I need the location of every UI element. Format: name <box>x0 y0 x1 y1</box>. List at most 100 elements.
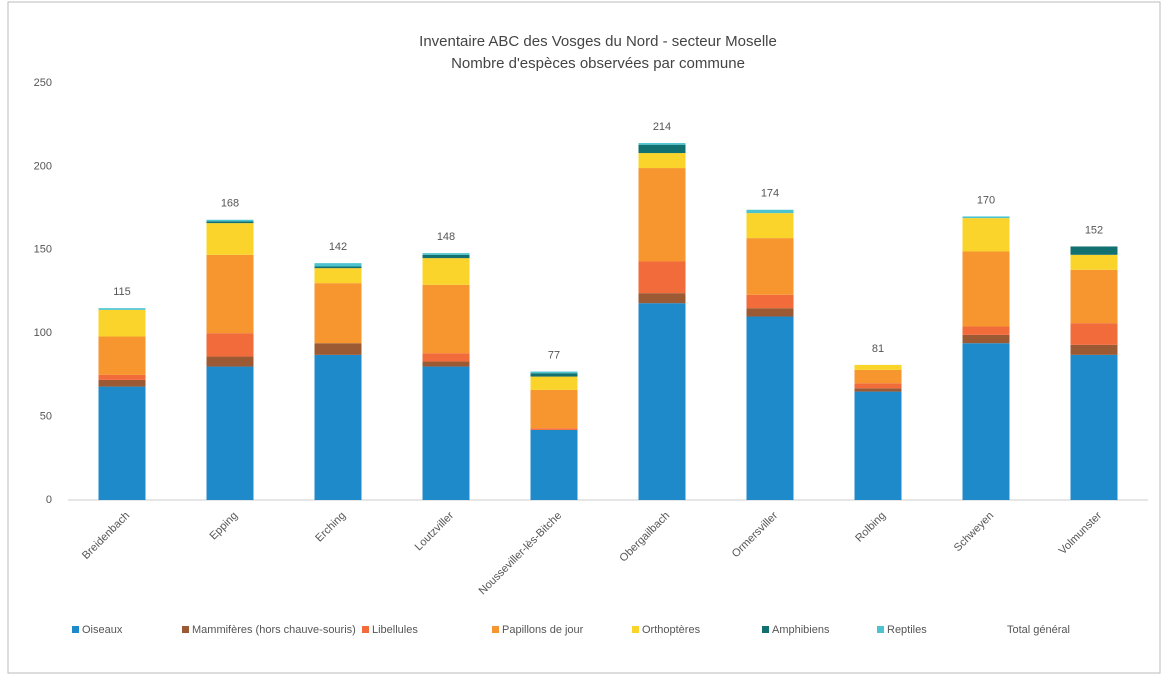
x-tick-label: Rolbing <box>853 510 888 545</box>
legend-label: Mammifères (hors chauve-souris) <box>192 624 356 636</box>
bar-segment <box>746 209 794 214</box>
bar-segment <box>98 309 146 337</box>
bar-segment <box>98 386 146 500</box>
bar-segment <box>962 216 1010 219</box>
legend-label: Total général <box>1007 624 1070 636</box>
bar-segment <box>206 223 254 255</box>
bar-segment <box>206 366 254 500</box>
x-tick-label: Loutzviller <box>413 509 457 553</box>
total-label: 142 <box>329 241 347 253</box>
bar-segment <box>638 261 686 294</box>
bar-segment <box>422 253 470 255</box>
bar-segment <box>1070 354 1118 500</box>
bar-segment <box>854 383 902 389</box>
bar-segment <box>638 168 686 262</box>
legend-label: Amphibiens <box>772 624 830 636</box>
bar-segment <box>422 284 470 354</box>
x-tick-label: Epping <box>207 510 240 543</box>
bar-segment <box>422 361 470 367</box>
bar-segment <box>962 334 1010 344</box>
bar-segment <box>422 254 470 259</box>
bar-segment <box>1070 269 1118 324</box>
bar-segment <box>530 428 578 430</box>
bar-segment <box>638 303 686 500</box>
bar-segment <box>530 376 578 390</box>
x-tick-label: Nousseviller-lès-Bitche <box>477 510 565 598</box>
x-tick-label: Erching <box>313 510 348 545</box>
bar-segment <box>1070 254 1118 270</box>
total-label: 170 <box>977 194 995 206</box>
x-tick-label: Ormersviller <box>730 509 781 560</box>
bar-segment <box>314 343 362 355</box>
legend-swatch <box>492 626 499 633</box>
legend-swatch <box>362 626 369 633</box>
total-label: 81 <box>872 343 884 355</box>
legend-swatch <box>632 626 639 633</box>
bar-segment <box>422 353 470 362</box>
bar-segment <box>962 251 1010 327</box>
bar-segment <box>854 364 902 370</box>
bar-segment <box>1070 344 1118 355</box>
bar-segment <box>746 238 794 295</box>
legend-swatch <box>877 626 884 633</box>
bar-segment <box>314 354 362 500</box>
legend-swatch <box>72 626 79 633</box>
bar-segment <box>530 373 578 377</box>
bar-segment <box>314 266 362 269</box>
bar-segment <box>314 283 362 344</box>
bar-segment <box>746 213 794 239</box>
total-label: 168 <box>221 198 239 210</box>
chart-subtitle: Nombre d'espèces observées par commune <box>451 55 745 72</box>
legend-label: Papillons de jour <box>502 624 584 636</box>
y-tick-label: 50 <box>40 411 52 423</box>
total-label: 174 <box>761 188 779 200</box>
bar-segment <box>1070 323 1118 345</box>
bar-segment <box>746 308 794 317</box>
x-tick-label: Obergailbach <box>617 510 672 565</box>
bar-segment <box>206 333 254 357</box>
total-label: 115 <box>113 286 131 298</box>
bar-segment <box>98 379 146 387</box>
x-tick-label: Volmunster <box>1057 509 1105 557</box>
y-tick-label: 100 <box>34 327 52 339</box>
bar-segment <box>206 219 254 222</box>
total-label: 214 <box>653 121 671 133</box>
bar-segment <box>314 263 362 267</box>
legend-label: Orthoptères <box>642 624 701 636</box>
y-tick-label: 200 <box>34 160 52 172</box>
bar-segment <box>206 254 254 334</box>
total-label: 148 <box>437 231 455 243</box>
bar-segment <box>746 316 794 500</box>
chart-title: Inventaire ABC des Vosges du Nord - sect… <box>419 33 777 50</box>
bar-segment <box>638 153 686 169</box>
bar-segment <box>422 258 470 285</box>
legend-swatch <box>762 626 769 633</box>
bar-segment <box>206 221 254 224</box>
bar-segment <box>98 308 146 310</box>
bar-segment <box>530 429 578 500</box>
bar-segment <box>962 326 1010 335</box>
bar-segment <box>746 294 794 309</box>
bar-segment <box>422 366 470 500</box>
legend-label: Oiseaux <box>82 624 123 636</box>
bar-segment <box>962 218 1010 252</box>
y-tick-label: 0 <box>46 494 52 506</box>
frame <box>7 1 1161 674</box>
legend-label: Libellules <box>372 624 418 636</box>
total-label: 77 <box>548 349 560 361</box>
bar-segment <box>206 356 254 367</box>
bar-segment <box>98 336 146 375</box>
bar-segment <box>854 391 902 500</box>
x-tick-label: Schweyen <box>952 510 996 554</box>
bar-segment <box>98 374 146 380</box>
y-tick-label: 150 <box>34 244 52 256</box>
bar-segment <box>962 343 1010 500</box>
x-tick-label: Breidenbach <box>80 510 132 562</box>
bar-segment <box>638 144 686 154</box>
y-tick-label: 250 <box>34 77 52 89</box>
bar-segment <box>530 371 578 374</box>
legend-label: Reptiles <box>887 624 927 636</box>
bar-segment <box>854 369 902 384</box>
legend-swatch <box>182 626 189 633</box>
